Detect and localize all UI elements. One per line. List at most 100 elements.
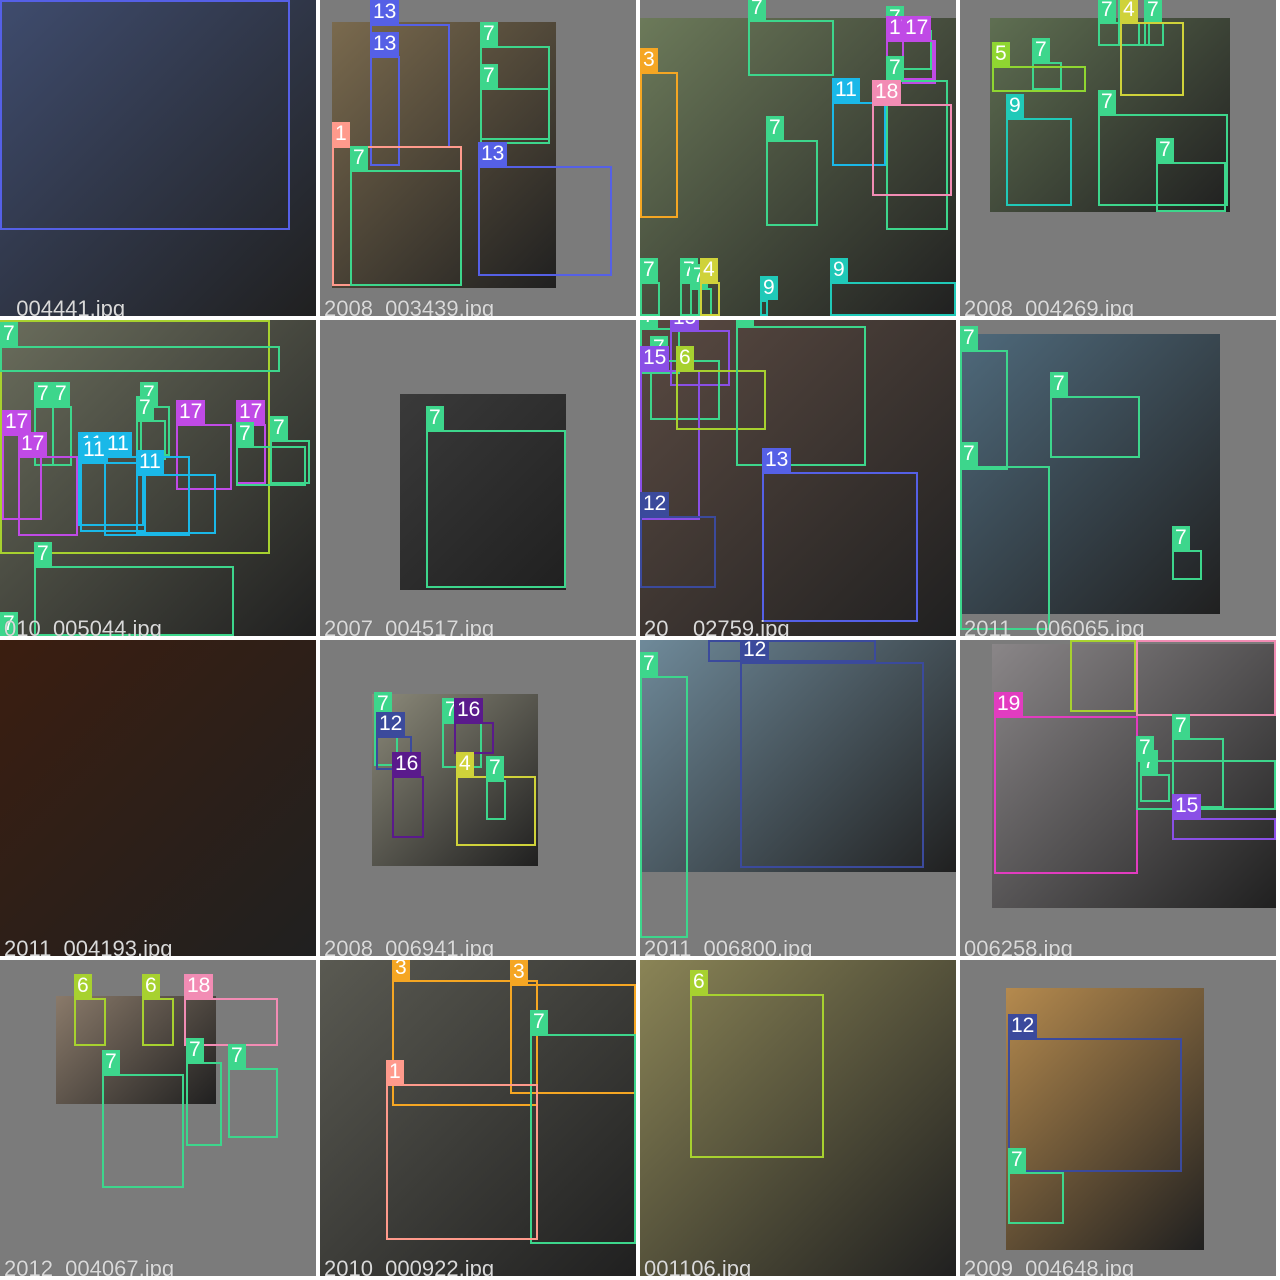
class-7-label: 7 — [52, 382, 70, 406]
detection-box: 9 — [1006, 94, 1072, 206]
class-7-label: 7 — [1172, 526, 1190, 550]
detection-box: 19 — [994, 692, 1138, 874]
class-17-label: 17 — [176, 400, 206, 424]
class-7-label: 7 — [374, 692, 392, 716]
detection-box: 6 — [74, 974, 106, 1046]
detection-box: 16 — [454, 698, 494, 754]
class-7-label: 7 — [34, 382, 52, 406]
detection-box: 13 — [370, 32, 400, 166]
class-7-label: 7 — [236, 422, 254, 446]
class-7-label: 7 — [960, 442, 978, 466]
detection-box: 12 — [1008, 1014, 1182, 1172]
detection-box: 18 — [1136, 640, 1276, 716]
class-7-label: 7 — [270, 416, 288, 440]
class-7-label: 7 — [426, 406, 444, 430]
class-7-label: 7 — [480, 22, 498, 46]
class-16-label: 16 — [392, 752, 422, 776]
class-7-label: 7 — [640, 652, 658, 676]
class-15-label: 15 — [670, 320, 700, 330]
class-7-label: 7 — [1032, 38, 1050, 62]
detection-box: 4 — [700, 258, 720, 316]
tile-filename: 2010_000922.jpg — [324, 1256, 495, 1276]
image-tile: 12 7 2009_004648.jpg — [960, 960, 1276, 1276]
class-7-label: 7 — [0, 612, 18, 636]
class-7-label: 7 — [1098, 90, 1116, 114]
tile-photo — [1006, 988, 1204, 1250]
class-11-label: 11 — [832, 78, 860, 102]
class-1-label: 1 — [332, 122, 350, 146]
detection-box: 7 — [34, 542, 234, 636]
tile-filename: 2012_004067.jpg — [4, 1256, 175, 1276]
class-7-label: 7 — [1156, 138, 1174, 162]
tile-photo — [640, 640, 956, 872]
tile-filename: 2009_004648.jpg — [964, 1256, 1135, 1276]
class-18-label: 18 — [184, 974, 214, 998]
tile-filename: 010_005044.jpg — [4, 616, 162, 636]
detection-box: 12 — [708, 640, 876, 662]
detection-box: 7 — [1098, 90, 1228, 206]
detection-box: 7 — [350, 146, 462, 286]
class-13-label: 13 — [370, 0, 400, 24]
class-3-label: 3 — [392, 960, 410, 980]
class-7-label: 7 — [640, 320, 658, 328]
detection-box: 3 — [392, 960, 538, 1106]
class-7-label: 7 — [34, 542, 52, 566]
class-17-label: 17 — [18, 432, 48, 456]
detection-box: 7 — [748, 0, 834, 76]
tile-filename: 2007_004517.jpg — [324, 616, 495, 636]
image-tile: 7717173711187777499 — [640, 0, 956, 316]
detection-box: 7 — [102, 1050, 184, 1188]
detection-box: 7 — [186, 1038, 222, 1146]
image-tile: 13 13 7 7 1 7 13 2008_003439.jpg — [320, 0, 636, 316]
image-tile: 3 3 7 1 2010_000922.jpg — [320, 960, 636, 1276]
class-7-label: 7 — [0, 322, 18, 346]
class-19-label: 19 — [994, 692, 1024, 716]
detection-box: 7 — [0, 322, 280, 372]
detection-box: 7 — [960, 326, 1008, 470]
detection-box: 15 — [1172, 794, 1276, 840]
detection-box: 6 — [0, 320, 270, 554]
class-4-label: 4 — [1120, 0, 1138, 22]
class-7-label: 7 — [1144, 0, 1162, 22]
image-tile: 6 001106.jpg — [640, 960, 956, 1276]
class-9-label: 9 — [830, 258, 848, 282]
tile-filename: 2011_004193.jpg — [4, 936, 173, 956]
class-7-label: 7 — [480, 64, 498, 88]
tile-photo — [640, 320, 956, 636]
detection-box: 7 — [960, 442, 1050, 630]
detection-box: 7 — [886, 56, 948, 230]
class-13-label: 13 — [762, 448, 792, 472]
class-6-label: 6 — [690, 970, 708, 994]
tile-photo — [332, 22, 556, 288]
class-4-label: 4 — [700, 258, 718, 282]
class-11-label: 11 — [136, 450, 164, 474]
detection-box: 11 — [80, 438, 146, 532]
class-6-label: 6 — [74, 974, 92, 998]
class-7-label: 7 — [766, 116, 784, 140]
class-17-label: 17 — [2, 410, 32, 434]
detection-box: 4 — [1120, 0, 1184, 96]
detection-box: 1 — [386, 1060, 538, 1240]
detection-box: 7 — [228, 1044, 278, 1138]
class-4-label: 4 — [456, 752, 474, 776]
detection-box: 17 — [902, 16, 936, 84]
detection-box: 6 — [1070, 640, 1136, 712]
class-5-label: 5 — [992, 42, 1010, 66]
detection-box: 13 — [0, 0, 290, 230]
class-15-label: 15 — [1172, 794, 1202, 818]
class-7-label: 7 — [530, 1010, 548, 1034]
class-6-label: 6 — [142, 974, 160, 998]
detection-box: 7 — [1172, 526, 1202, 580]
detection-box: 7 — [1156, 138, 1226, 212]
class-7-label: 7 — [186, 1038, 204, 1062]
class-7-label: 7 — [1098, 0, 1116, 22]
detection-box: 15 — [670, 320, 730, 386]
class-7-label: 7 — [748, 0, 766, 20]
image-tile: 7 2007_004517.jpg — [320, 320, 636, 636]
class-3-label: 3 — [640, 48, 658, 72]
class-1-label: 1 — [386, 1060, 404, 1084]
detection-box: 11 — [136, 450, 216, 534]
class-7-label: 7 — [640, 258, 658, 282]
detection-box: 18 — [872, 80, 952, 196]
